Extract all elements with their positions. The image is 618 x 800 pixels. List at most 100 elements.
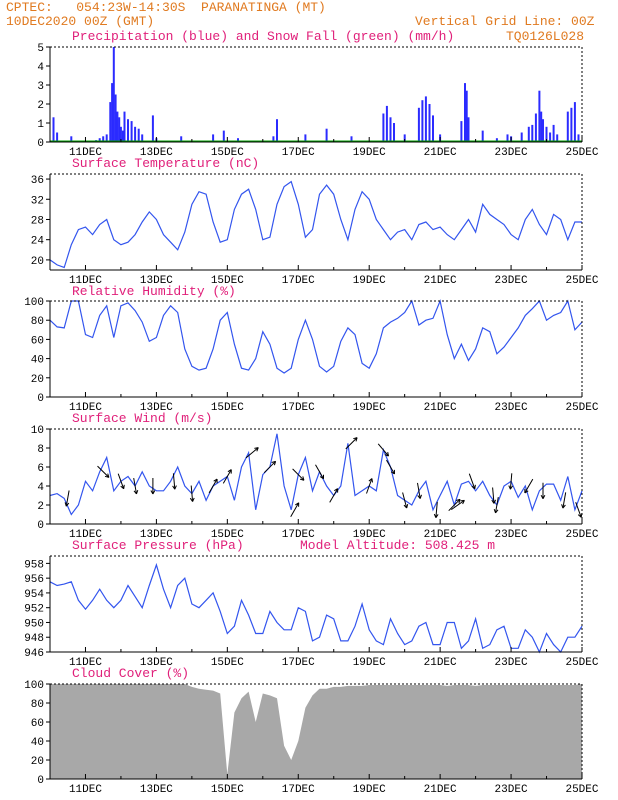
rh-x-tick-label: 17DEC <box>282 402 315 414</box>
precip-y-tick-label: 1 <box>37 119 44 131</box>
precip-y-tick-label: 5 <box>37 43 44 55</box>
precip-precip-bar <box>151 115 154 142</box>
wind-y-tick-label: 10 <box>31 425 44 437</box>
wind-arrow <box>315 464 324 479</box>
precip-precip-bar <box>111 83 114 142</box>
rh-y-tick-label: 0 <box>37 393 44 405</box>
pres-y-tick-label: 956 <box>24 574 44 586</box>
precip-precip-bar <box>520 132 523 142</box>
precip-precip-bar <box>134 126 137 142</box>
cloud-y-tick-label: 40 <box>31 737 44 749</box>
pres-y-tick-label: 952 <box>24 604 44 616</box>
precip-precip-bar <box>52 117 55 142</box>
rh-title: Relative Humidity (%) <box>72 284 236 299</box>
temp-y-tick-label: 36 <box>31 175 44 187</box>
precip-precip-bar <box>112 47 115 142</box>
wind-arrow-head <box>172 485 176 490</box>
pres-model-altitude: Model Altitude: 508.425 m <box>300 538 496 553</box>
wind-arrow-head <box>227 469 232 473</box>
temp-x-tick-label: 13DEC <box>140 275 173 287</box>
wind-arrow <box>448 498 461 512</box>
precip-precip-bar <box>417 107 420 142</box>
cloud-x-tick-label: 17DEC <box>282 784 315 796</box>
pres-y-tick-label: 950 <box>24 618 44 630</box>
wind-arrow-head <box>460 499 465 502</box>
precip-precip-bar <box>393 123 395 142</box>
rh-x-tick-label: 23DEC <box>495 402 528 414</box>
temp-y-tick-label: 20 <box>31 256 44 268</box>
wind-line <box>49 433 583 516</box>
temp-y-tick-label: 24 <box>31 236 45 248</box>
precip-precip-bar <box>222 130 225 142</box>
wind-arrow-head <box>462 500 465 505</box>
precip-y-tick-label: 2 <box>37 100 44 112</box>
precip-precip-bar <box>424 96 427 142</box>
wind-arrow-head <box>371 478 373 483</box>
cloud-y-tick-label: 60 <box>31 718 44 730</box>
precip-precip-bar <box>141 134 144 142</box>
pres-line <box>49 562 583 654</box>
precip-precip-bar <box>534 113 537 142</box>
wind-arrow <box>492 487 495 504</box>
wind-arrow-head <box>334 488 338 492</box>
precip-precip-bar <box>403 134 406 142</box>
precip-x-tick-label: 25DEC <box>565 147 598 159</box>
wind-arrow <box>97 465 110 478</box>
pres-x-tick-label: 21DEC <box>424 657 457 669</box>
precip-x-tick-label: 21DEC <box>424 147 457 159</box>
rh-y-tick-label: 100 <box>24 297 44 309</box>
temp-x-tick-label: 21DEC <box>424 275 457 287</box>
precip-precip-bar <box>566 111 569 142</box>
precip-precip-bar <box>118 117 121 142</box>
precip-precip-bar <box>237 138 239 142</box>
wind-arrow-head <box>299 478 305 481</box>
precip-precip-bar <box>114 94 117 142</box>
wind-arrow <box>245 447 259 459</box>
precip-x-tick-label: 11DEC <box>69 147 102 159</box>
wind-arrow-head <box>435 514 439 518</box>
temp-x-tick-label: 15DEC <box>211 275 244 287</box>
temp-line <box>49 180 582 269</box>
precip-precip-bar <box>276 119 278 142</box>
precip-precip-bar <box>495 138 498 142</box>
precip-precip-bar <box>432 115 434 142</box>
precip-x-tick-label: 15DEC <box>211 147 244 159</box>
precip-precip-bar <box>527 126 530 142</box>
precip-precip-bar <box>98 138 101 142</box>
wind-arrow-head <box>384 454 389 457</box>
precip-precip-bar <box>116 111 119 142</box>
wind-arrow-head <box>319 476 324 480</box>
precip-x-tick-label: 23DEC <box>495 147 528 159</box>
wind-arrow <box>117 473 125 489</box>
precip-precip-bar <box>538 90 541 142</box>
rh-y-tick-label: 20 <box>31 374 44 386</box>
wind-arrow-head <box>368 478 373 482</box>
wind-x-tick-label: 21DEC <box>424 529 457 541</box>
temp-y-tick-label: 28 <box>31 215 44 227</box>
wind-arrow <box>329 488 339 503</box>
precip-precip-bar <box>382 113 385 142</box>
wind-y-tick-label: 8 <box>37 444 44 456</box>
wind-arrow-head <box>471 485 476 490</box>
wind-arrow <box>222 469 232 484</box>
rh-y-tick-label: 60 <box>31 335 44 347</box>
wind-frame <box>49 428 583 525</box>
wind-y-tick-label: 0 <box>37 520 44 532</box>
pres-y-tick-label: 954 <box>24 589 44 601</box>
wind-arrow-head <box>387 451 389 457</box>
temp-x-tick-label: 25DEC <box>565 275 598 287</box>
wind-arrow <box>386 459 395 475</box>
precip-precip-bar <box>421 100 424 142</box>
wind-arrow-head <box>493 508 496 514</box>
precip-precip-bar <box>56 132 59 142</box>
wind-arrow <box>468 473 476 489</box>
precip-precip-bar <box>130 121 133 142</box>
wind-arrow-head <box>458 499 461 504</box>
pres-x-tick-label: 11DEC <box>69 657 102 669</box>
temp-y-tick-label: 32 <box>31 195 44 207</box>
precip-precip-bar <box>545 126 548 142</box>
pres-y-tick-label: 948 <box>24 633 44 645</box>
wind-arrow-head <box>174 485 177 490</box>
precip-precip-bar <box>531 124 534 142</box>
pres-frame <box>49 555 583 653</box>
